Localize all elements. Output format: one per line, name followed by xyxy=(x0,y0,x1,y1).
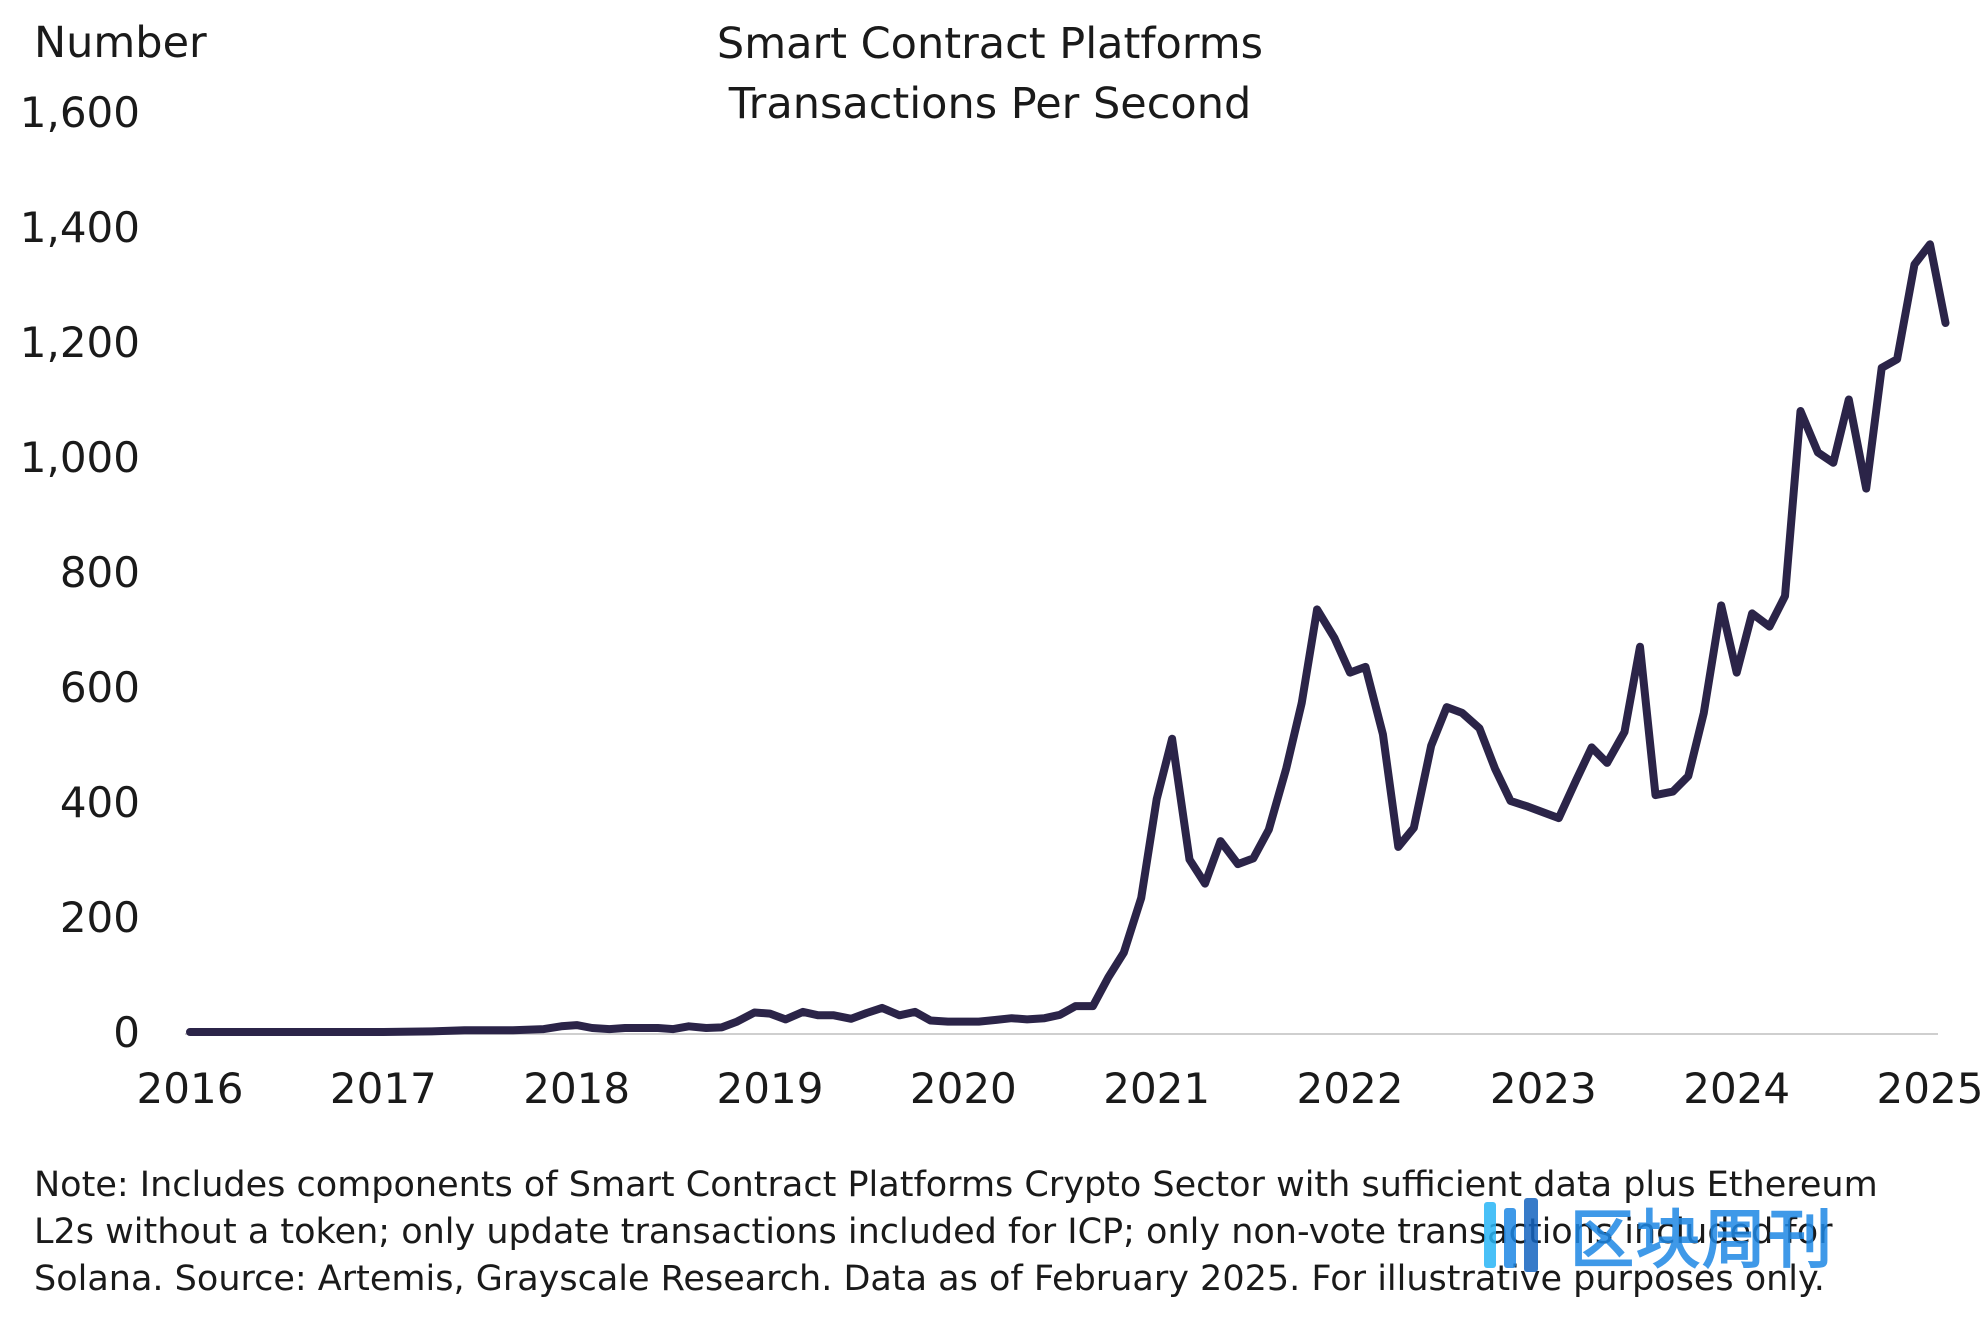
y-tick-label: 1,600 xyxy=(20,88,140,137)
x-tick-label: 2019 xyxy=(717,1064,824,1113)
y-axis-tick-labels: 0 200 400 600 800 1,000 1,200 1,400 1,600 xyxy=(20,88,140,1057)
note-line-1: Note: Includes components of Smart Contr… xyxy=(34,1165,1878,1205)
watermark-text: 区块周刊 xyxy=(1570,1204,1834,1278)
x-axis-tick-labels: 2016 2017 2018 2019 2020 2021 2022 2023 2024 2025 xyxy=(137,1064,1980,1113)
x-tick-label: 2023 xyxy=(1490,1064,1597,1113)
y-tick-label: 1,400 xyxy=(20,203,140,252)
x-tick-label: 2021 xyxy=(1103,1064,1210,1113)
x-tick-label: 2024 xyxy=(1683,1064,1790,1113)
chart-title-line-2: Transactions Per Second xyxy=(728,79,1252,129)
watermark-logo: 区块周刊 xyxy=(1478,1185,1958,1285)
x-tick-label: 2018 xyxy=(523,1064,630,1113)
x-tick-label: 2020 xyxy=(910,1064,1017,1113)
y-tick-label: 200 xyxy=(60,893,140,942)
y-tick-label: 1,000 xyxy=(20,433,140,482)
y-tick-label: 1,200 xyxy=(20,318,140,367)
y-tick-label: 0 xyxy=(113,1008,140,1057)
chart-title-line-1: Smart Contract Platforms xyxy=(716,19,1264,69)
y-tick-label: 400 xyxy=(60,778,140,827)
x-tick-label: 2022 xyxy=(1297,1064,1404,1113)
series-line xyxy=(186,240,1950,1036)
x-tick-label: 2016 xyxy=(137,1064,244,1113)
x-tick-label: 2017 xyxy=(330,1064,437,1113)
y-tick-label: 600 xyxy=(60,663,140,712)
y-axis-unit-label: Number xyxy=(34,18,207,68)
y-tick-label: 800 xyxy=(60,548,140,597)
watermark-bars-icon xyxy=(1478,1194,1560,1276)
x-tick-label: 2025 xyxy=(1877,1064,1980,1113)
